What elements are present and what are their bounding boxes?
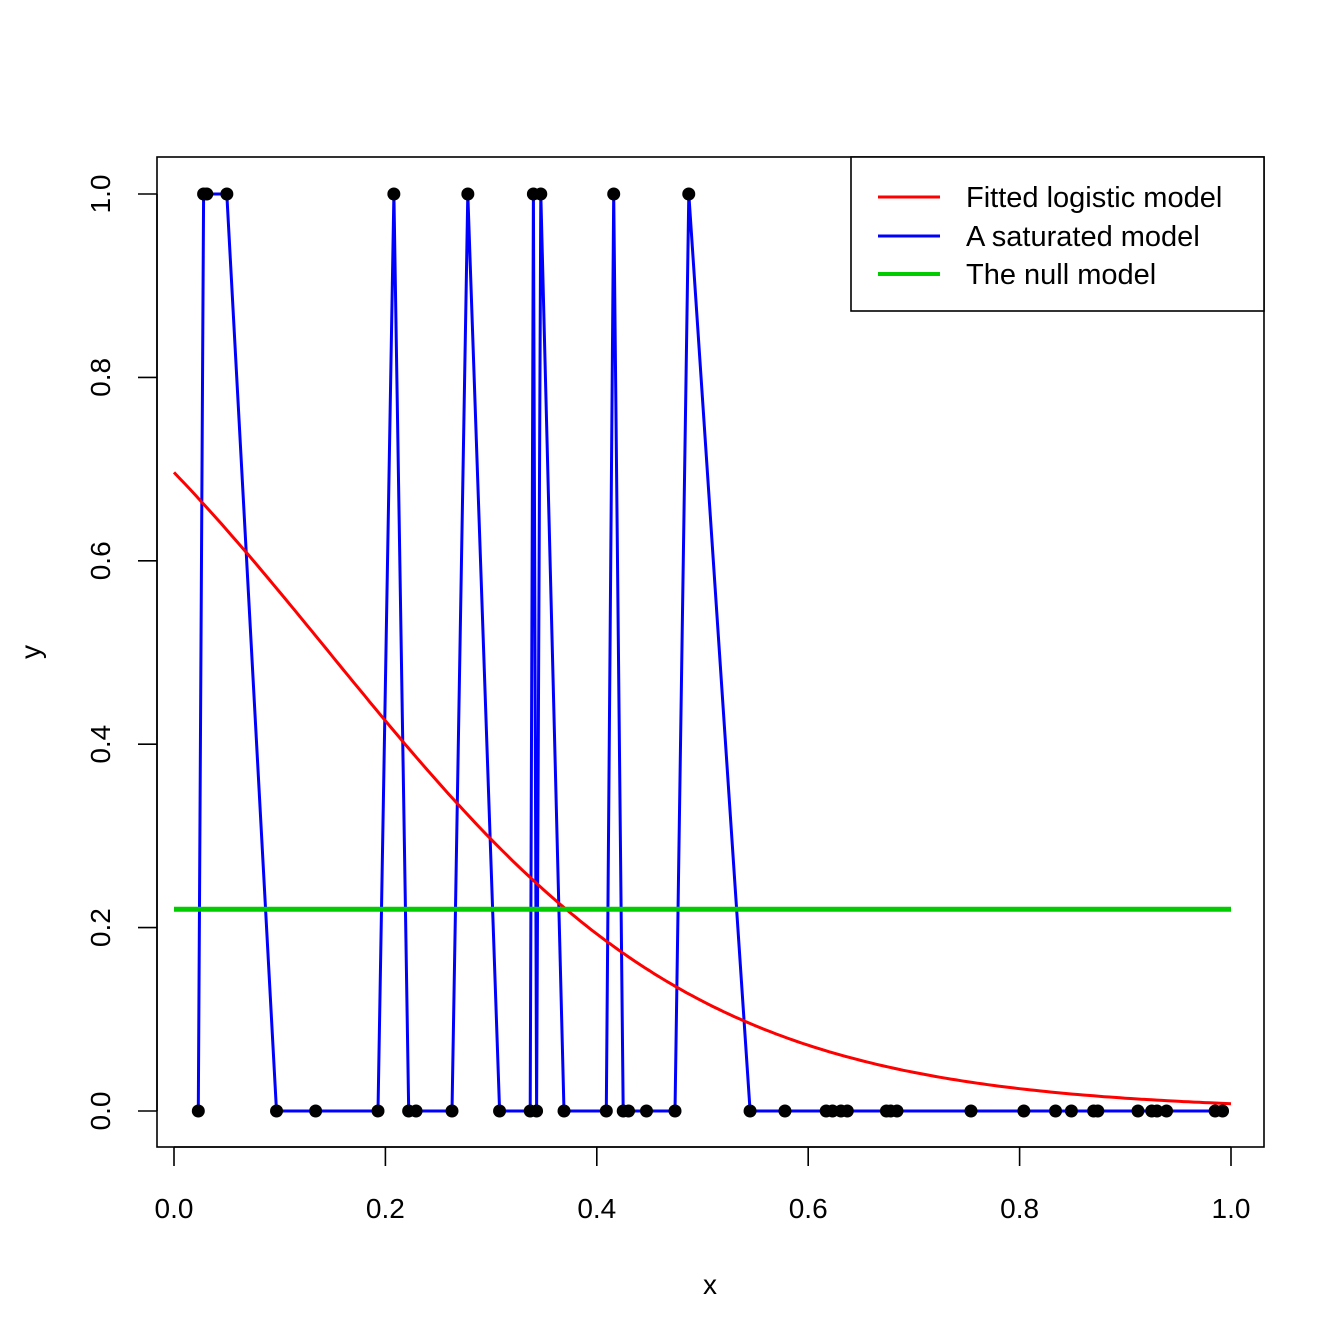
legend-label-fitted: Fitted logistic model — [966, 182, 1222, 214]
data-point — [270, 1104, 284, 1118]
data-point — [639, 1104, 653, 1118]
legend-entry-saturated: A saturated model — [878, 221, 1200, 253]
y-tick-label: 0.4 — [85, 725, 116, 764]
data-point — [191, 1104, 205, 1118]
data-point — [1160, 1104, 1174, 1118]
legend-label-saturated: A saturated model — [966, 221, 1200, 253]
y-tick-label: 0.2 — [85, 908, 116, 947]
data-point — [1017, 1104, 1031, 1118]
data-point — [599, 1104, 613, 1118]
data-point — [371, 1104, 385, 1118]
data-point — [530, 1104, 544, 1118]
data-point — [743, 1104, 757, 1118]
x-tick-label: 0.8 — [1000, 1193, 1039, 1224]
x-tick-label: 1.0 — [1212, 1193, 1251, 1224]
data-point — [964, 1104, 978, 1118]
y-tick-label: 0.8 — [85, 358, 116, 397]
x-tick-label: 0.0 — [155, 1193, 194, 1224]
y-tick-label: 0.6 — [85, 541, 116, 580]
data-point — [1131, 1104, 1145, 1118]
series-line-saturated — [196, 192, 1223, 1113]
x-axis-label: x — [703, 1269, 717, 1300]
data-point — [1064, 1104, 1078, 1118]
data-point — [409, 1104, 423, 1118]
y-axis-label: y — [15, 645, 46, 659]
data-point — [557, 1104, 571, 1118]
series-layer — [172, 192, 1232, 1113]
legend-box — [850, 156, 1265, 312]
data-point — [200, 187, 214, 201]
legend: Fitted logistic model A saturated model … — [850, 156, 1265, 312]
legend-label-null: The null model — [966, 259, 1156, 291]
points-layer — [191, 187, 1230, 1118]
legend-entry-fitted: Fitted logistic model — [878, 182, 1222, 214]
data-point — [445, 1104, 459, 1118]
data-point — [778, 1104, 792, 1118]
y-tick-label: 1.0 — [85, 175, 116, 214]
data-point — [622, 1104, 636, 1118]
legend-entry-null: The null model — [878, 259, 1156, 291]
y-tick-label: 0.0 — [85, 1092, 116, 1131]
data-point — [1216, 1104, 1230, 1118]
data-point — [1049, 1104, 1063, 1118]
data-point — [387, 187, 401, 201]
data-point — [1150, 1104, 1164, 1118]
data-point — [890, 1104, 904, 1118]
x-axis: 0.0 0.2 0.4 0.6 0.8 1.0 — [155, 1146, 1251, 1224]
data-point — [607, 187, 621, 201]
data-point — [461, 187, 475, 201]
data-point — [682, 187, 696, 201]
data-point — [493, 1104, 507, 1118]
x-tick-label: 0.4 — [577, 1193, 616, 1224]
data-point — [309, 1104, 323, 1118]
y-axis: 0.0 0.2 0.4 0.6 0.8 1.0 — [85, 175, 158, 1131]
data-point — [840, 1104, 854, 1118]
data-point — [534, 187, 548, 201]
x-tick-label: 0.2 — [366, 1193, 405, 1224]
data-point — [1091, 1104, 1105, 1118]
x-tick-label: 0.6 — [789, 1193, 828, 1224]
data-point — [668, 1104, 682, 1118]
series-line-fitted — [172, 471, 1232, 1106]
data-point — [220, 187, 234, 201]
